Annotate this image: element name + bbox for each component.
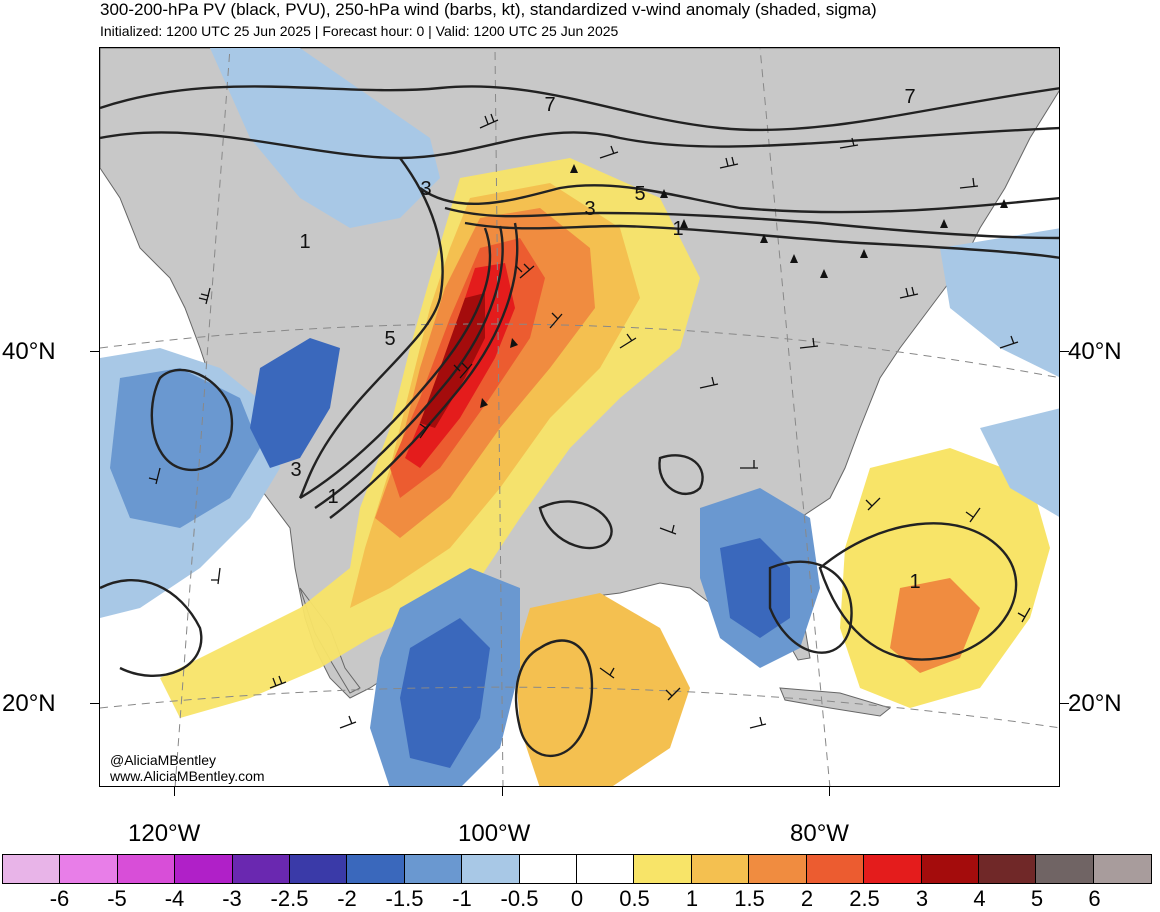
anomaly-negative-west-core (110, 368, 260, 528)
lat-label-right-40n: 40°N (1068, 338, 1122, 365)
colorbar-box (634, 855, 692, 883)
anomaly-negative-north (210, 48, 440, 228)
lat-label-left-20n: 20°N (2, 690, 56, 717)
colorbar-label: 6 (1088, 886, 1101, 911)
colorbar-label: -3 (222, 886, 242, 911)
cuba-island (779, 687, 892, 717)
map-canvas: 7 7 5 3 1 3 1 5 3 1 1 (100, 48, 1059, 786)
colorbar-label: 0.5 (619, 886, 650, 911)
pv-contour-labels: 7 7 5 3 1 3 1 5 3 1 1 (290, 86, 920, 593)
colorbar-box (921, 855, 979, 883)
colorbar-box (691, 855, 750, 883)
anomaly-positive-gulf (515, 593, 690, 786)
colorbar-box (232, 855, 291, 883)
wind-barbs (148, 113, 1031, 729)
wind-pennants (480, 164, 1008, 408)
pv-label: 3 (420, 178, 431, 200)
pv-label: 5 (634, 183, 645, 205)
colorbar-label: 0 (570, 886, 584, 911)
colorbar-label: -6 (49, 886, 70, 911)
pv-label: 1 (299, 231, 310, 253)
colorbar-label: 5 (1030, 886, 1044, 911)
colorbar-box (3, 855, 61, 883)
colorbar (2, 854, 1152, 884)
colorbar-label: -4 (164, 886, 185, 911)
anomaly-negative-west-strong (250, 338, 340, 468)
colorbar-box (978, 855, 1037, 883)
lat-tick (1060, 351, 1069, 352)
colorbar-box (577, 855, 635, 883)
pv-label: 1 (909, 571, 920, 593)
credit-handle: @AliciaMBentley (110, 752, 217, 768)
colorbar-box (404, 855, 463, 883)
lon-tick (829, 787, 830, 796)
colorbar-box (1036, 855, 1094, 883)
colorbar-label: -2 (337, 886, 357, 911)
colorbar-box (864, 855, 922, 883)
pv-label: 1 (672, 218, 683, 240)
graticule (100, 48, 1059, 786)
pv-label: 1 (327, 486, 338, 508)
pv-label: 3 (584, 198, 595, 220)
lat-tick (1060, 703, 1069, 704)
colorbar-box (290, 855, 348, 883)
map-subtitle: Initialized: 1200 UTC 25 Jun 2025 | Fore… (100, 23, 619, 39)
pv-label: 7 (904, 86, 915, 108)
colorbar-box (806, 855, 865, 883)
colorbar-label: 2 (800, 886, 814, 911)
colorbar-box (519, 855, 578, 883)
lon-tick (174, 787, 175, 796)
pv-contours (100, 85, 1059, 758)
pv-label: 3 (290, 459, 301, 481)
colorbar-label: 2.5 (849, 886, 880, 911)
colorbar-box (462, 855, 520, 883)
anomaly-negative-atlantic-edge (980, 408, 1059, 517)
credit-website: www.AliciaMBentley.com (110, 768, 265, 784)
colorbar-box (60, 855, 118, 883)
lon-tick (502, 787, 503, 796)
anomaly-negative-east (940, 228, 1059, 378)
map-title: 300-200-hPa PV (black, PVU), 250-hPa win… (100, 0, 877, 19)
colorbar-label: -1 (452, 886, 472, 911)
anomaly-positive-atlantic-core (890, 578, 980, 673)
lat-tick (90, 703, 99, 704)
colorbar-label: -0.5 (500, 886, 539, 911)
colorbar-label: 4 (973, 886, 986, 911)
colorbar-label: 1.5 (734, 886, 765, 911)
colorbar-box (117, 855, 176, 883)
anomaly-negative-mexico-core (400, 618, 490, 768)
colorbar-box (1093, 855, 1152, 883)
colorbar-label: -1.5 (385, 886, 424, 911)
pv-label: 7 (544, 94, 555, 116)
colorbar-box (749, 855, 807, 883)
lat-label-right-20n: 20°N (1068, 690, 1122, 717)
lat-tick (90, 351, 99, 352)
lon-label-120w: 120°W (128, 820, 201, 847)
pv-label: 5 (384, 328, 395, 350)
map-panel: 7 7 5 3 1 3 1 5 3 1 1 (99, 47, 1060, 787)
lat-label-left-40n: 40°N (2, 338, 56, 365)
lon-label-80w: 80°W (790, 820, 849, 847)
colorbar-box (175, 855, 233, 883)
lon-label-100w: 100°W (458, 820, 531, 847)
colorbar-box (347, 855, 405, 883)
colorbar-label: 1 (685, 886, 699, 911)
colorbar-label: -5 (107, 886, 127, 911)
colorbar-label: 3 (915, 886, 929, 911)
colorbar-label: -2.5 (270, 886, 309, 911)
